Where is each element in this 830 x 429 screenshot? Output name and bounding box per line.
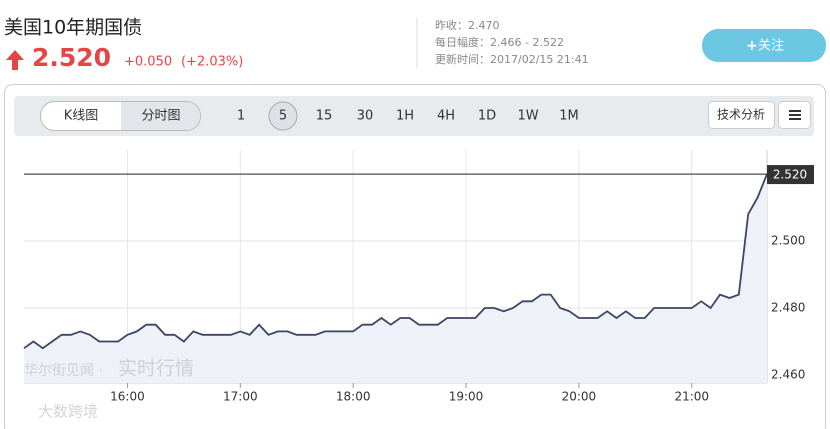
interval-button[interactable]: 1D [478, 109, 496, 124]
watermark: 实时行情 [118, 358, 194, 380]
area [24, 174, 767, 383]
x-tick-label: 19:00 [449, 390, 484, 404]
up-arrow [6, 50, 24, 70]
title: 美国10年期国债 [4, 17, 142, 39]
interval-button[interactable]: 30 [357, 109, 374, 124]
info: 昨收：2.470 [435, 18, 500, 32]
current-price-label: 2.520 [773, 168, 807, 182]
analysis-button[interactable] [708, 101, 775, 129]
x-tick-label: 18:00 [336, 390, 371, 404]
watermark: 华尔街见闻 · [24, 363, 103, 379]
plus: + [746, 38, 758, 54]
interval-button[interactable]: 1M [559, 109, 579, 124]
price: 2.520 [32, 43, 111, 72]
analysis-label[interactable]: 技术分析 [717, 108, 765, 122]
x-tick-label: 20:00 [562, 390, 597, 404]
corner-watermark: 大数跨境 [38, 403, 98, 421]
x-tick-label: 21:00 [674, 390, 709, 404]
line [23, 173, 768, 350]
interval-button[interactable]: 4H [437, 109, 455, 124]
y-tick-label: 2.500 [771, 234, 805, 248]
interval-button[interactable]: 1 [237, 109, 245, 124]
toolbar [14, 96, 814, 136]
menu-icon [789, 110, 801, 120]
plot: 2.460 2.480 2.500 16:00 17:00 18:00 19:00 20:00… [23, 150, 814, 404]
change: +0.050 [124, 55, 172, 70]
current-price-box [767, 165, 814, 185]
view-button[interactable]: 分时图 [141, 109, 180, 124]
interval-active [268, 101, 298, 131]
info: 更新时间：2017/02/15 21:41 [435, 52, 589, 66]
info: 每日幅度：2.466 - 2.522 [435, 35, 564, 49]
interval-button[interactable]: 1H [396, 109, 414, 124]
follow-label[interactable]: 关注 [758, 39, 784, 54]
y-tick-label: 2.480 [771, 300, 805, 314]
follow-button[interactable] [702, 29, 826, 62]
view-button[interactable]: K线图 [64, 109, 99, 124]
view-active [121, 102, 200, 130]
change-pct: (+2.03%) [181, 55, 243, 70]
interval-button[interactable]: 5 [279, 109, 287, 124]
interval-button[interactable]: 1W [517, 109, 538, 124]
interval-button[interactable]: 15 [316, 109, 333, 124]
x-tick-label: 16:00 [110, 390, 145, 404]
x-tick-label: 17:00 [223, 390, 258, 404]
y-tick-label: 2.460 [771, 367, 805, 381]
